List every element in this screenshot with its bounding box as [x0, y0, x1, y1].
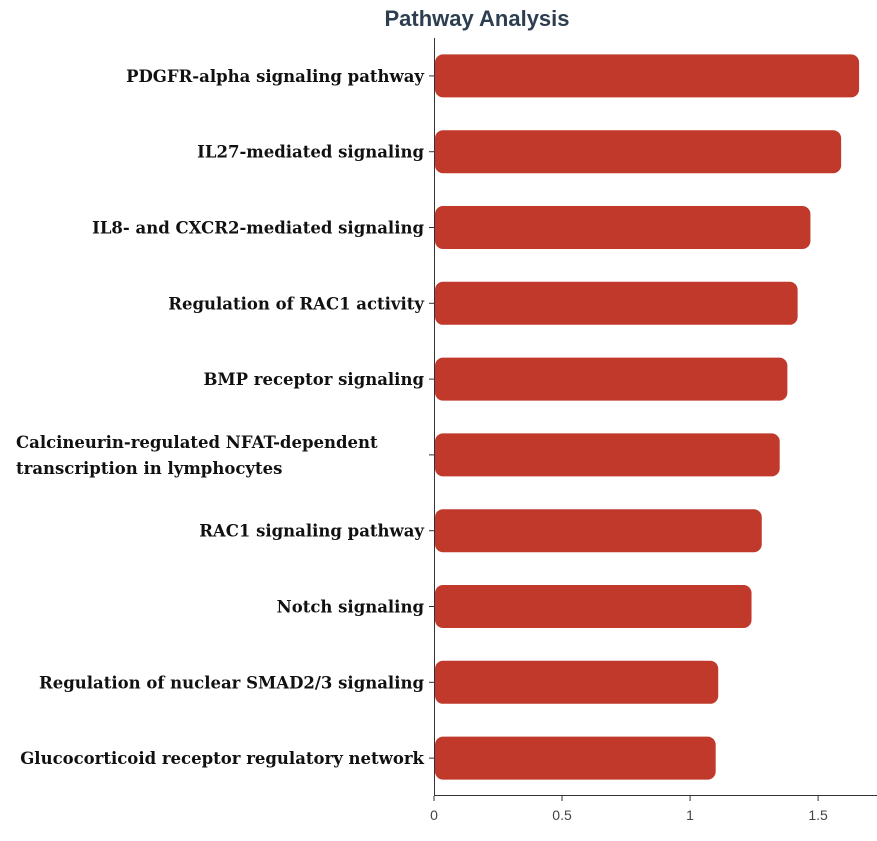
category-label: Regulation of RAC1 activity: [168, 294, 424, 313]
category-label: PDGFR-alpha signaling pathway: [126, 67, 424, 86]
x-tick-label: 1: [686, 807, 694, 823]
category-label: RAC1 signaling pathway: [199, 522, 424, 541]
category-label: Regulation of nuclear SMAD2/3 signaling: [39, 673, 424, 692]
category-label: Notch signaling: [277, 598, 425, 617]
bar: [435, 585, 752, 628]
bar: [435, 54, 860, 98]
category-label-line: Calcineurin-regulated NFAT-dependent: [16, 433, 378, 452]
x-tick-label: 1.5: [808, 807, 828, 823]
category-label: IL27-mediated signaling: [197, 143, 424, 162]
bar: [435, 281, 798, 325]
category-label: BMP receptor signaling: [203, 370, 424, 389]
category-label: Calcineurin-regulated NFAT-dependent tran…: [16, 433, 378, 478]
bar: [435, 433, 780, 477]
bar: [435, 206, 811, 249]
bar: [435, 130, 842, 174]
bar: [435, 357, 788, 401]
bar: [435, 736, 716, 780]
bar: [435, 509, 762, 553]
category-label: Glucocorticoid receptor regulatory netwo…: [20, 749, 424, 768]
category-label: IL8- and CXCR2-mediated signaling: [92, 219, 424, 238]
x-tick-label: 0: [430, 807, 438, 823]
chart-title: Pathway Analysis: [384, 6, 569, 31]
bar: [435, 660, 719, 704]
category-label-line: transcription in lymphocytes: [16, 459, 282, 478]
x-axis-ticks-group: 0 0.5 1 1.5: [430, 796, 828, 823]
x-tick-label: 0.5: [552, 807, 572, 823]
bars-group: [435, 54, 860, 780]
category-labels-group: PDGFR-alpha signaling pathway IL27-mediat…: [16, 67, 434, 768]
